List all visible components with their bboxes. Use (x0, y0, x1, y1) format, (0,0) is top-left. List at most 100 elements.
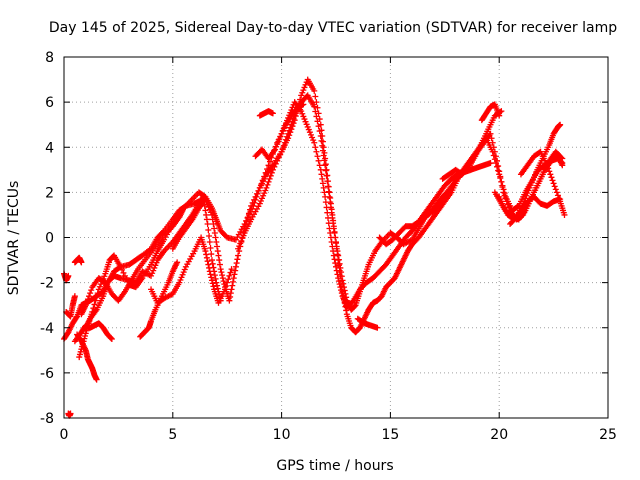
data-point (221, 281, 228, 288)
data-point (503, 198, 510, 205)
data-point (330, 248, 337, 255)
data-point (214, 243, 221, 250)
data-point (491, 148, 498, 155)
data-point (323, 204, 330, 211)
data-point (322, 199, 329, 206)
data-point (501, 192, 508, 199)
data-point (235, 252, 242, 259)
x-tick-label: 5 (168, 427, 177, 443)
data-point (94, 290, 101, 297)
data-point (349, 298, 356, 305)
series-13 (169, 76, 416, 336)
data-point (314, 153, 321, 160)
data-point (289, 118, 296, 125)
data-point (315, 123, 322, 130)
data-point (120, 269, 127, 276)
data-point (324, 178, 331, 185)
series-20 (439, 108, 505, 182)
data-point (93, 293, 100, 300)
data-point (548, 174, 555, 181)
data-point (502, 195, 509, 202)
data-point (229, 282, 236, 289)
data-point (546, 168, 553, 175)
data-point (206, 264, 213, 271)
data-point (83, 299, 90, 306)
data-point (207, 245, 214, 252)
y-tick-label: 6 (45, 95, 54, 111)
series-2 (65, 410, 74, 419)
data-point (225, 276, 232, 283)
data-point (337, 264, 344, 271)
data-point (218, 269, 225, 276)
data-point (206, 239, 213, 246)
data-point (313, 113, 320, 120)
data-point (232, 267, 239, 274)
data-point (180, 205, 187, 212)
data-point (498, 178, 505, 185)
data-point (227, 269, 234, 276)
data-point (332, 260, 339, 267)
data-point (277, 151, 284, 158)
data-point (248, 202, 255, 209)
data-point (268, 169, 275, 176)
data-point (544, 162, 551, 169)
x-tick-label: 10 (273, 427, 291, 443)
axes: 0 5 10 15 20 25 -8 -6 -4 -2 0 2 4 6 8 (40, 50, 617, 443)
data-point (325, 183, 332, 190)
data-point (512, 215, 519, 222)
data-point (205, 261, 212, 268)
data-point (504, 201, 511, 208)
data-point (66, 312, 73, 319)
data-point (286, 127, 293, 134)
data-point (274, 157, 281, 164)
data-point (312, 144, 319, 151)
data-point (374, 324, 381, 331)
data-point (203, 216, 210, 223)
data-point (265, 178, 272, 185)
data-point (228, 266, 235, 273)
data-point (208, 277, 215, 284)
data-point (505, 204, 512, 211)
y-tick-label: -2 (40, 276, 54, 292)
data-point (553, 189, 560, 196)
y-tick-label: 4 (45, 140, 54, 156)
data-point (547, 171, 554, 178)
data-point (325, 188, 332, 195)
data-point (315, 110, 322, 117)
data-point (326, 225, 333, 232)
data-point (322, 161, 329, 168)
data-point (226, 272, 233, 279)
data-point (321, 189, 328, 196)
data-point (494, 157, 501, 164)
data-point (494, 163, 501, 170)
data-point (217, 266, 224, 273)
data-point (323, 172, 330, 179)
data-point (311, 103, 318, 110)
data-point (269, 166, 276, 173)
series-8 (76, 101, 307, 361)
data-point (320, 184, 327, 191)
series-3 (61, 198, 202, 343)
data-point (252, 193, 259, 200)
data-point (231, 271, 238, 278)
data-point (232, 263, 239, 270)
data-point (220, 278, 227, 285)
data-point (67, 410, 74, 417)
data-point (216, 261, 223, 268)
data-point (323, 166, 330, 173)
data-point (338, 290, 345, 297)
series-24 (507, 121, 564, 227)
data-point (499, 184, 506, 191)
data-point (91, 301, 98, 308)
data-point (202, 248, 209, 255)
data-point (275, 154, 282, 161)
data-point (311, 139, 318, 146)
data-point (336, 281, 343, 288)
data-point (269, 110, 276, 117)
data-point (214, 285, 221, 292)
data-point (271, 163, 278, 170)
data-point (249, 199, 256, 206)
data-point (561, 211, 568, 218)
data-point (287, 124, 294, 131)
data-point (552, 186, 559, 193)
